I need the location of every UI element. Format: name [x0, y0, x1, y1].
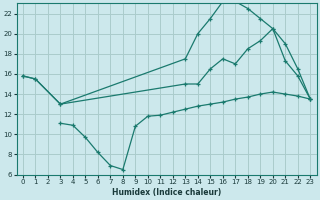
X-axis label: Humidex (Indice chaleur): Humidex (Indice chaleur) [112, 188, 221, 197]
